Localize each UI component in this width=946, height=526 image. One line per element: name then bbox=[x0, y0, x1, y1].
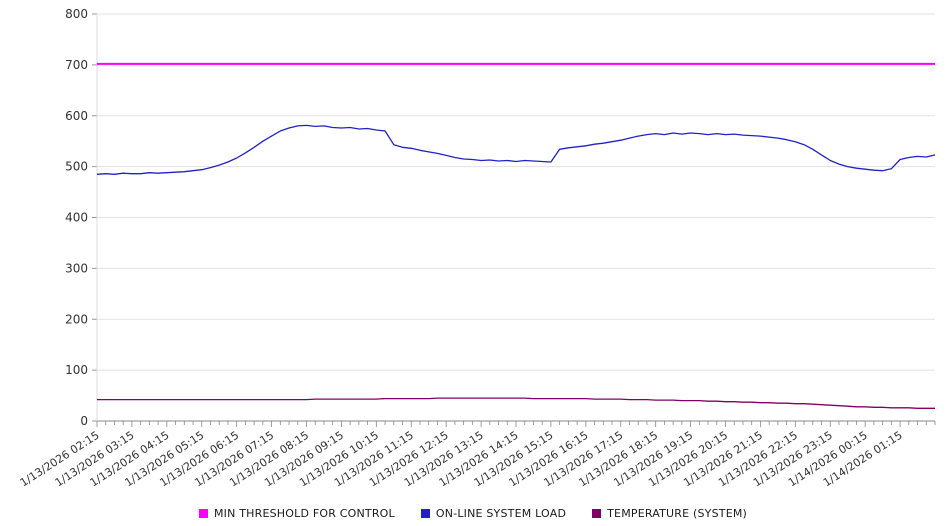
svg-text:100: 100 bbox=[65, 363, 88, 377]
svg-text:600: 600 bbox=[65, 109, 88, 123]
legend-swatch-min-threshold-icon bbox=[198, 509, 208, 518]
svg-text:800: 800 bbox=[65, 7, 88, 21]
svg-text:400: 400 bbox=[65, 211, 88, 225]
legend-item-system-load[interactable]: ON-LINE SYSTEM LOAD bbox=[420, 507, 567, 520]
svg-text:0: 0 bbox=[80, 414, 88, 428]
chart-area: 0 100 200 300 400 500 600 700 800 1/13/2026 02:15… bbox=[18, 7, 936, 489]
svg-text:200: 200 bbox=[65, 312, 88, 326]
legend: MIN THRESHOLD FOR CONTROL ON-LINE SYSTEM… bbox=[0, 507, 946, 520]
legend-label-min-threshold: MIN THRESHOLD FOR CONTROL bbox=[213, 507, 395, 520]
svg-text:500: 500 bbox=[65, 160, 88, 174]
legend-label-temperature: TEMPERATURE (SYSTEM) bbox=[607, 507, 748, 520]
svg-text:300: 300 bbox=[65, 261, 88, 275]
legend-item-temperature[interactable]: TEMPERATURE (SYSTEM) bbox=[592, 507, 747, 520]
svg-text:700: 700 bbox=[65, 58, 88, 72]
legend-item-min-threshold[interactable]: MIN THRESHOLD FOR CONTROL bbox=[198, 507, 395, 520]
legend-swatch-system-load-icon bbox=[420, 509, 430, 518]
legend-label-system-load: ON-LINE SYSTEM LOAD bbox=[435, 507, 567, 520]
legend-swatch-temperature-icon bbox=[592, 509, 602, 518]
